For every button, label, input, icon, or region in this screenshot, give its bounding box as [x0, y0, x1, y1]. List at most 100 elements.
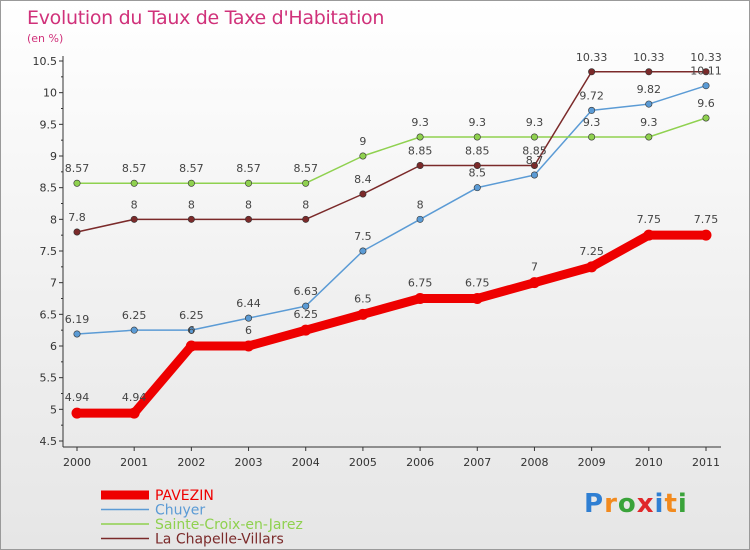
data-label: 7	[531, 261, 538, 274]
data-point	[245, 314, 253, 322]
data-label: 6.75	[408, 277, 433, 290]
logo-letter: t	[664, 489, 678, 519]
data-point	[245, 179, 253, 187]
data-label: 6.19	[65, 313, 90, 326]
data-label: 7.75	[694, 213, 719, 226]
legend-label: La Chapelle-Villars	[155, 532, 284, 548]
x-tick-label: 2011	[692, 456, 720, 469]
data-point	[700, 229, 712, 241]
data-label: 8.57	[65, 162, 90, 175]
data-label: 9.6	[697, 97, 715, 110]
data-label: 8.57	[293, 162, 318, 175]
data-point	[302, 302, 310, 310]
x-tick-label: 2006	[406, 456, 434, 469]
logo-letter: i	[677, 489, 688, 519]
x-tick-label: 2009	[578, 456, 606, 469]
data-label: 6	[245, 324, 252, 337]
logo-letter: P	[584, 489, 605, 519]
x-tick-label: 2010	[635, 456, 663, 469]
data-point	[414, 293, 426, 304]
data-point	[73, 179, 81, 187]
data-label: 9.3	[411, 116, 429, 129]
x-tick-label: 2000	[63, 456, 91, 469]
data-label: 8.57	[236, 162, 261, 175]
data-label: 6.75	[465, 277, 490, 290]
data-point	[473, 184, 481, 192]
legend-label: PAVEZIN	[155, 488, 214, 504]
proxiti-logo: Proxiti	[584, 489, 688, 519]
data-label: 10.33	[690, 51, 722, 64]
y-tick-label: 5.5	[40, 372, 58, 385]
data-point	[643, 229, 655, 241]
x-tick-label: 2002	[177, 456, 205, 469]
y-tick-label: 10	[43, 87, 57, 100]
data-label: 8.5	[469, 167, 487, 180]
series-line-chuyer	[76, 84, 707, 335]
data-label: 8	[302, 198, 309, 211]
data-label: 9.3	[640, 116, 658, 129]
data-point	[73, 330, 81, 338]
data-point	[71, 407, 83, 419]
data-label: 7.8	[68, 211, 86, 224]
data-point	[588, 106, 596, 114]
data-point	[357, 308, 369, 320]
data-label: 8	[245, 198, 252, 211]
data-label: 9.3	[526, 116, 544, 129]
data-label: 6.5	[354, 292, 372, 305]
data-point	[128, 407, 140, 419]
data-point	[471, 293, 483, 304]
data-point	[702, 114, 710, 122]
data-label: 9.72	[579, 89, 604, 102]
y-tick-label: 10.5	[33, 55, 58, 68]
data-point	[302, 215, 310, 223]
data-point	[586, 261, 598, 273]
y-tick-label: 5	[50, 403, 57, 416]
data-label: 7.75	[637, 213, 662, 226]
data-point	[187, 326, 195, 334]
data-point	[473, 162, 481, 170]
data-label: 9.82	[637, 83, 662, 96]
data-point	[359, 152, 367, 160]
data-label: 4.94	[122, 391, 147, 404]
data-point	[130, 326, 138, 334]
data-label: 6.25	[293, 308, 318, 321]
logo-letter: i	[654, 489, 665, 519]
data-label: 8.57	[179, 162, 204, 175]
data-label: 7.5	[354, 230, 372, 243]
data-label: 8.4	[354, 173, 372, 186]
legend-label: Sainte-Croix-en-Jarez	[155, 517, 303, 533]
y-tick-label: 9	[50, 150, 57, 163]
data-label: 8.85	[522, 145, 547, 158]
data-point	[645, 133, 653, 141]
data-label: 10.33	[576, 51, 608, 64]
data-label: 8	[417, 198, 424, 211]
data-label: 9	[359, 135, 366, 148]
data-point	[130, 179, 138, 187]
y-tick-label: 7.5	[40, 245, 58, 258]
data-label: 8.57	[122, 162, 147, 175]
data-point	[702, 82, 710, 90]
data-point	[130, 215, 138, 223]
data-label: 9.3	[469, 116, 487, 129]
logo-letter: r	[604, 489, 618, 519]
x-tick-label: 2003	[235, 456, 263, 469]
y-tick-label: 7	[50, 277, 57, 290]
series-line-pavezin	[72, 230, 711, 418]
x-tick-label: 2001	[120, 456, 148, 469]
x-tick-label: 2005	[349, 456, 377, 469]
x-tick-label: 2004	[292, 456, 320, 469]
data-label: 8.85	[465, 145, 490, 158]
data-point	[528, 277, 540, 289]
series-line-sainte-croix-en-jarez	[76, 117, 707, 184]
data-label: 8.7	[526, 154, 544, 167]
data-point	[416, 133, 424, 141]
data-point	[243, 340, 255, 352]
data-point	[302, 179, 310, 187]
data-point	[588, 133, 596, 141]
data-label: 6.25	[122, 309, 147, 322]
x-tick-label: 2007	[463, 456, 491, 469]
series-line-la-chapelle-villars	[76, 71, 707, 233]
x-tick-label: 2008	[520, 456, 548, 469]
